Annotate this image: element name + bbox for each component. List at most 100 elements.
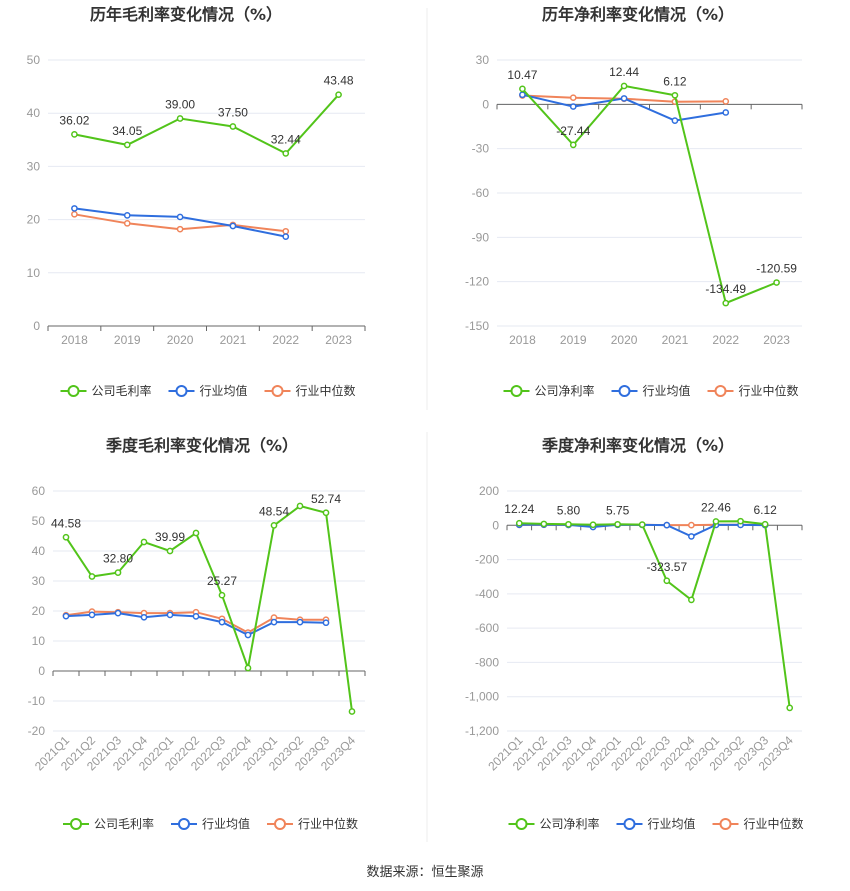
- data-point: [218, 618, 226, 626]
- legend-marker-icon: [70, 818, 82, 830]
- y-tick-label: 0: [492, 518, 499, 532]
- data-point: [565, 520, 572, 528]
- y-tick-label: -10: [28, 694, 46, 708]
- series-company: 12.24 5.80 5.75 -323.57 22.46 6.12: [504, 500, 794, 712]
- data-point: [569, 141, 577, 149]
- data-point: [519, 91, 526, 99]
- legend-label: 公司净利率: [540, 816, 600, 831]
- data-label: 44.58: [51, 516, 81, 530]
- y-tick-label: -200: [475, 553, 499, 567]
- legend-marker-icon: [618, 385, 631, 397]
- data-point: [773, 279, 780, 286]
- data-point: [569, 94, 577, 102]
- legend-label: 行业中位数: [296, 383, 356, 398]
- data-point: [166, 611, 174, 619]
- legend-item[interactable]: 公司净利率: [508, 816, 600, 831]
- x-tick-label: 2023: [763, 333, 790, 347]
- data-point: [88, 573, 96, 580]
- data-point: [620, 95, 628, 102]
- data-point: [71, 131, 78, 138]
- y-tick-label: 30: [27, 159, 41, 173]
- x-tick-label: 2020: [167, 333, 194, 347]
- legend-item[interactable]: 行业均值: [616, 816, 696, 831]
- legend-item[interactable]: 行业均值: [611, 383, 691, 398]
- data-label: -120.59: [756, 262, 797, 276]
- data-point: [114, 609, 122, 617]
- y-tick-label: 40: [27, 106, 41, 120]
- legend-item[interactable]: 行业均值: [168, 383, 248, 398]
- legend-item[interactable]: 行业中位数: [707, 383, 799, 398]
- data-point: [71, 210, 78, 218]
- data-point: [589, 521, 597, 529]
- y-tick-label: -60: [472, 186, 490, 200]
- chart-panel-2: 历年净利率变化情况（%） -150 -120 -90 -60 -30 0 30 2018 2019…: [465, 5, 803, 398]
- legend: 公司毛利率 行业均值 行业中位数: [63, 816, 358, 831]
- data-label: 22.46: [701, 500, 731, 514]
- legend-item[interactable]: 公司毛利率: [63, 816, 154, 831]
- data-point: [515, 519, 523, 527]
- legend-marker-icon: [178, 818, 190, 830]
- data-point: [663, 521, 671, 529]
- legend-marker-icon: [515, 818, 528, 830]
- legend-marker-icon: [175, 385, 188, 397]
- data-point: [638, 521, 646, 528]
- chart-title: 历年毛利率变化情况（%）: [90, 5, 282, 24]
- data-point: [663, 577, 671, 585]
- data-point: [192, 529, 200, 537]
- data-point: [335, 91, 342, 99]
- y-tick-label: -90: [472, 230, 490, 244]
- chart-panel-3: 季度毛利率变化情况（%）-20-1001020304050602021Q1202…: [28, 436, 366, 831]
- chart-panel-1: 历年毛利率变化情况（%） 0 10 20 30 40 50 2018 2019 2020 2021 2…: [27, 5, 366, 398]
- chart-title: 季度净利率变化情况（%）: [541, 436, 734, 455]
- legend-label: 行业中位数: [739, 383, 799, 398]
- data-point: [62, 612, 70, 620]
- data-point: [282, 233, 290, 240]
- legend-item[interactable]: 行业中位数: [712, 816, 804, 831]
- series-company: 36.02 34.05 39.00 37.50 32.44 43.48: [59, 74, 354, 157]
- data-point: [229, 123, 237, 130]
- legend-item[interactable]: 公司净利率: [503, 383, 595, 398]
- data-point: [114, 569, 122, 576]
- data-label: 6.12: [753, 503, 777, 517]
- legend: 公司净利率 行业均值 行业中位数: [503, 383, 799, 398]
- x-tick-label: 2019: [560, 333, 587, 347]
- y-tick-label: -1,200: [465, 724, 499, 738]
- data-point: [519, 85, 526, 93]
- legend-marker-icon: [714, 385, 727, 397]
- y-tick-label: 10: [27, 266, 41, 280]
- x-tick-label: 2022: [272, 333, 299, 347]
- data-point: [229, 222, 237, 230]
- data-point: [671, 91, 679, 99]
- data-label: 25.27: [207, 574, 237, 588]
- legend-item[interactable]: 行业中位数: [267, 816, 358, 831]
- y-tick-label: 50: [27, 53, 41, 67]
- data-point: [88, 611, 96, 619]
- x-tick-label: 2019: [114, 333, 141, 347]
- data-point: [540, 520, 548, 528]
- data-point: [244, 631, 252, 639]
- data-point: [712, 518, 720, 525]
- legend-item[interactable]: 行业均值: [171, 816, 250, 831]
- legend: 公司毛利率 行业均值 行业中位数: [60, 383, 356, 398]
- data-label: 5.80: [557, 503, 581, 517]
- data-point: [688, 521, 695, 529]
- data-point: [244, 664, 252, 672]
- series-line: [74, 94, 340, 155]
- series-industry_avg: [519, 91, 730, 124]
- legend-item[interactable]: 公司毛利率: [60, 383, 152, 398]
- data-point: [296, 502, 304, 510]
- legend-label: 公司净利率: [535, 383, 595, 398]
- data-label: 32.80: [103, 552, 133, 566]
- data-point: [282, 227, 290, 235]
- y-tick-label: -120: [465, 275, 489, 289]
- legend-item[interactable]: 行业中位数: [264, 383, 356, 398]
- series-company: 44.58 32.80 39.99 25.27 48.54 52.74: [51, 492, 356, 715]
- y-tick-label: -600: [475, 621, 499, 635]
- data-label: 12.24: [504, 502, 534, 516]
- series-line: [519, 520, 791, 709]
- y-tick-label: -30: [472, 142, 490, 156]
- y-tick-label: -20: [28, 724, 46, 738]
- y-tick-label: 200: [479, 484, 499, 498]
- data-label: 39.00: [165, 98, 195, 112]
